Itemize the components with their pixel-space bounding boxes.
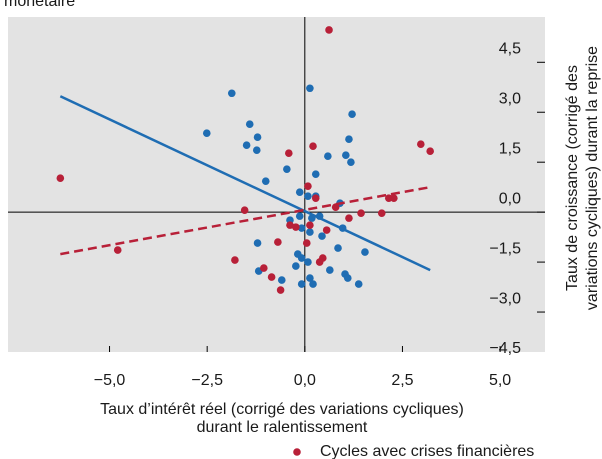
point	[377, 209, 386, 217]
chart-title: monétaire	[4, 0, 75, 10]
point	[277, 276, 286, 284]
point	[56, 174, 65, 182]
point	[297, 254, 306, 262]
point	[245, 120, 254, 129]
point	[242, 141, 251, 150]
point	[417, 140, 425, 149]
point	[347, 158, 355, 166]
y-tick-label: 3,0	[499, 90, 521, 107]
point	[357, 209, 365, 217]
x-tick-label: 0,0	[294, 372, 316, 389]
legend-label: Cycles avec crises financières	[320, 443, 534, 459]
y-tick-label: 1,5	[499, 140, 521, 157]
point	[318, 232, 326, 240]
x-tick-label: 2,5	[391, 372, 413, 389]
trend-line	[59, 95, 431, 272]
plot-content	[56, 26, 434, 294]
point	[274, 238, 282, 246]
point	[252, 146, 261, 155]
point	[302, 239, 311, 247]
y-axis-label: Taux de croissance (corrigé des	[564, 65, 581, 291]
point	[227, 89, 236, 98]
point	[306, 221, 314, 229]
point	[345, 135, 353, 144]
point	[231, 256, 239, 264]
point	[283, 165, 291, 173]
point	[240, 206, 249, 214]
y-tick-label: −4,5	[489, 340, 521, 357]
point	[326, 266, 334, 274]
point	[334, 244, 342, 252]
point	[306, 84, 314, 93]
point	[297, 224, 306, 232]
point	[295, 188, 304, 196]
y-axis-label: variations cycliques) durant la reprise	[584, 46, 601, 310]
point	[297, 280, 306, 288]
x-tick-label: −2,5	[191, 372, 223, 389]
point	[253, 239, 262, 247]
point	[292, 223, 300, 231]
point	[390, 194, 398, 202]
point	[309, 280, 317, 288]
point	[348, 110, 356, 119]
point	[322, 226, 331, 234]
point	[325, 26, 333, 34]
x-tick-label: 5,0	[489, 372, 511, 389]
point	[253, 133, 262, 142]
point	[309, 142, 317, 151]
point	[261, 177, 270, 185]
point	[304, 182, 312, 190]
x-axis-label: Taux d’intérêt réel (corrigé des variati…	[100, 401, 464, 418]
point	[361, 248, 369, 256]
point	[306, 274, 314, 282]
point	[343, 274, 352, 282]
x-tick-label: −5,0	[94, 372, 126, 389]
y-tick-label: −1,5	[489, 240, 521, 257]
point	[331, 203, 340, 211]
point	[324, 152, 332, 160]
point	[295, 212, 304, 220]
point	[304, 258, 312, 266]
point	[311, 194, 320, 202]
plot-area	[8, 17, 545, 352]
point	[113, 246, 122, 254]
point	[311, 170, 320, 178]
y-tick-label: 0,0	[499, 190, 521, 207]
x-axis-label: durant le ralentissement	[197, 419, 368, 436]
point	[292, 262, 300, 270]
point	[267, 273, 276, 281]
y-tick-label: 4,5	[499, 41, 521, 58]
point	[276, 286, 285, 294]
point	[306, 228, 314, 236]
point	[318, 254, 327, 262]
trend-line	[60, 185, 431, 256]
point	[426, 147, 434, 155]
point	[345, 214, 353, 222]
legend-marker	[293, 448, 301, 456]
point	[202, 129, 211, 138]
point	[342, 151, 350, 159]
point	[304, 192, 312, 200]
point	[286, 221, 294, 229]
y-tick-label: −3,0	[489, 290, 521, 307]
point	[260, 264, 268, 272]
point	[285, 149, 293, 157]
point	[354, 280, 363, 288]
